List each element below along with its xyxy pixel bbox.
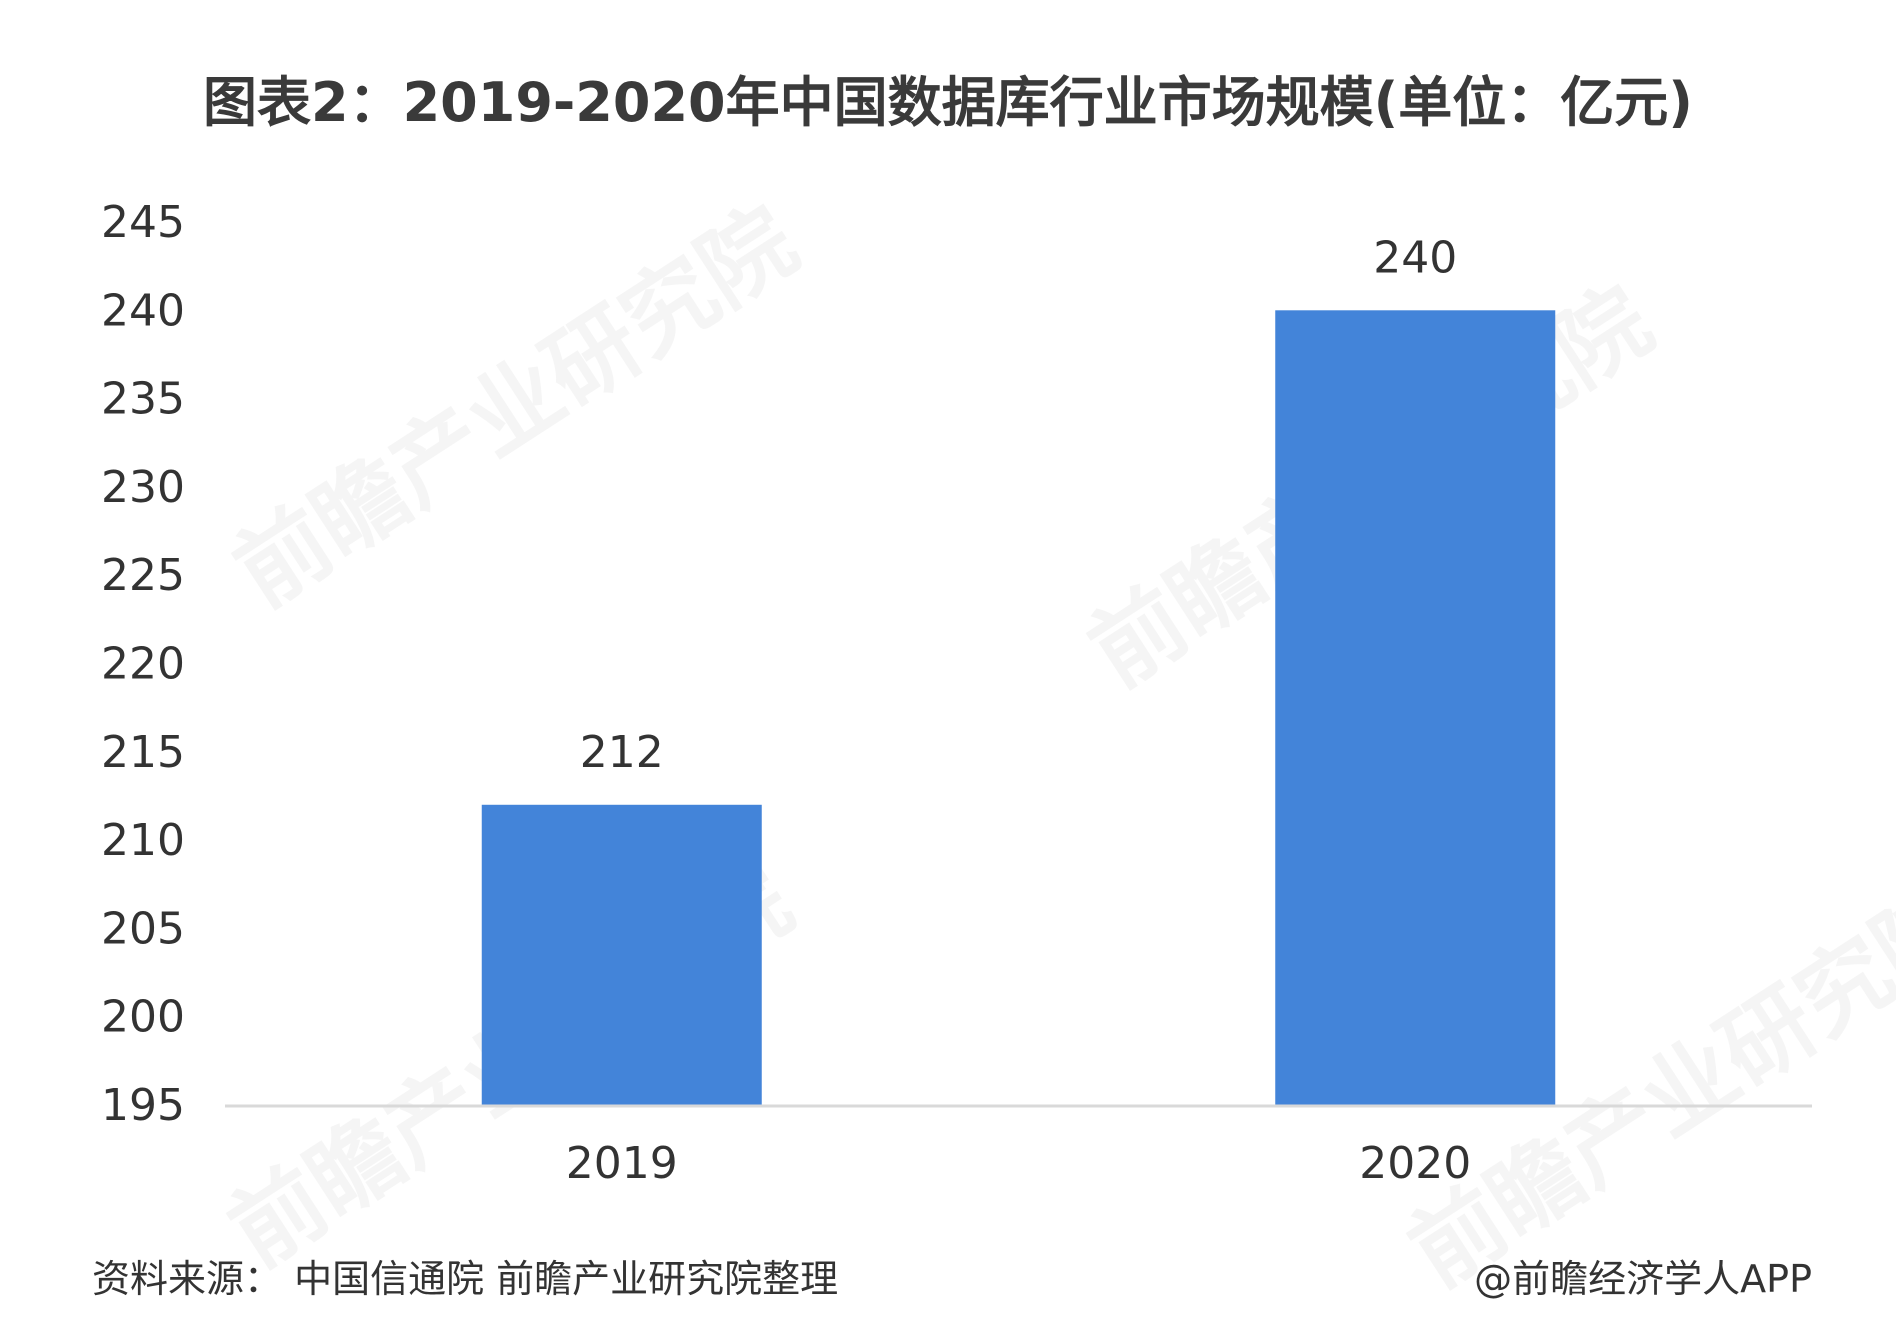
y-tick-label: 235 (101, 374, 185, 425)
y-tick-label: 225 (101, 550, 185, 601)
y-tick-label: 195 (101, 1080, 185, 1131)
y-tick-label: 215 (101, 727, 185, 778)
y-tick-label: 240 (101, 285, 185, 336)
bar-2020 (1275, 310, 1556, 1105)
y-tick-label: 245 (101, 197, 185, 248)
data-label-2019: 212 (580, 727, 664, 778)
y-axis-ticks: 195 200 205 210 215 220 225 230 235 240 245 (101, 197, 185, 1131)
y-tick-label: 230 (101, 462, 185, 513)
data-label-2020: 240 (1373, 232, 1457, 283)
data-labels: 212 240 (580, 232, 1457, 777)
y-tick-label: 210 (101, 815, 185, 866)
y-tick-label: 200 (101, 992, 185, 1043)
x-axis-ticks: 2019 2020 (566, 1138, 1471, 1189)
y-tick-label: 220 (101, 639, 185, 690)
bars (481, 310, 1556, 1105)
x-tick-label-2020: 2020 (1359, 1138, 1471, 1189)
y-tick-label: 205 (101, 903, 185, 954)
x-tick-label-2019: 2019 (566, 1138, 678, 1189)
chart-title: 图表2：2019-2020年中国数据库行业市场规模(单位：亿元) (203, 71, 1693, 134)
credit-note: @前瞻经济学人APP (1474, 1257, 1812, 1301)
bar-2019 (481, 804, 762, 1105)
source-note: 资料来源： 中国信通院 前瞻产业研究院整理 (92, 1257, 839, 1301)
